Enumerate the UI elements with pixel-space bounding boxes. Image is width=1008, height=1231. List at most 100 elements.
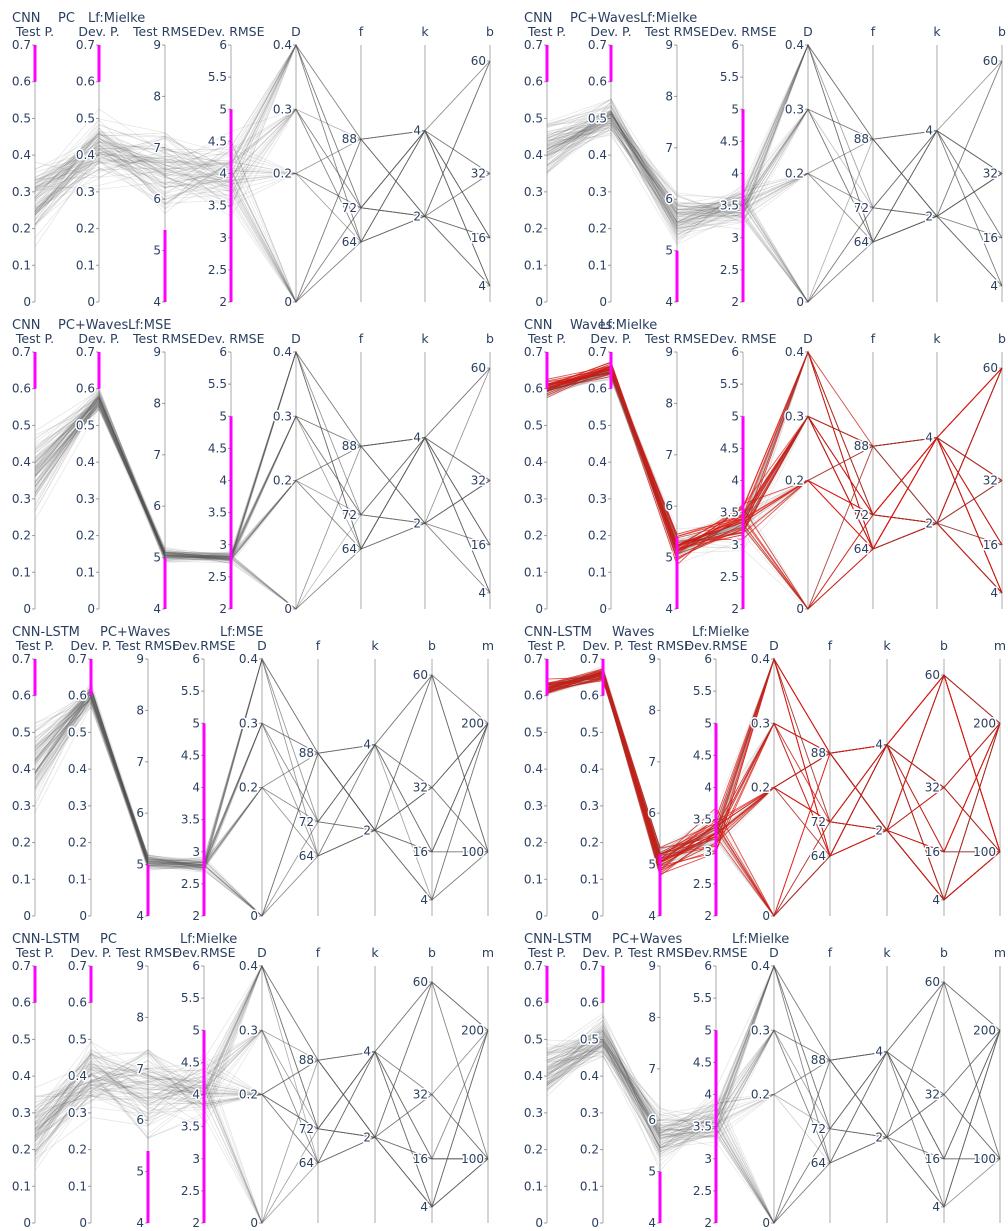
axis-test-rmse[interactable]: Test RMSE 4 5 6 7 8 9	[115, 638, 180, 925]
data-line	[546, 108, 1003, 214]
axis-d[interactable]: D 0 0.2 0.3 0.4	[749, 638, 779, 925]
axis-f[interactable]: f 64 72 88	[852, 331, 876, 609]
tick-label: 5	[219, 409, 227, 423]
data-line	[546, 43, 1003, 227]
axis-d[interactable]: D 0 0.2 0.3 0.4	[271, 331, 301, 618]
axis-b[interactable]: b 4 16 32 60	[469, 331, 494, 609]
axis-d[interactable]: D 0 0.2 0.3 0.4	[237, 945, 267, 1231]
tick-label: 0.3	[524, 492, 543, 506]
axis-d[interactable]: D 0 0.2 0.3 0.4	[783, 331, 813, 618]
data-line	[34, 44, 491, 209]
tick-label: 3	[219, 538, 227, 552]
axis-dev-rmse[interactable]: Dev.RMSE 2 2.5 3 3.5 4 4.5 5 5.5 6	[684, 945, 747, 1231]
axis-b[interactable]: b 4 16 32 60	[923, 638, 948, 916]
axis-k[interactable]: k 2 4	[924, 331, 941, 609]
axis-label: D	[257, 945, 267, 960]
axis-k[interactable]: k 2 4	[874, 945, 891, 1223]
axis-b[interactable]: b 4 16 32 60	[981, 331, 1006, 609]
axis-dev-p-[interactable]: Dev. P. 0 0.1 0.2 0.3 0.4 0.5 0.6 0.7	[66, 638, 112, 925]
axis-d[interactable]: D 0 0.2 0.3 0.4	[271, 24, 301, 311]
axis-dev-p-[interactable]: Dev. P. 0 0.1 0.2 0.3 0.4 0.5 0.6 0.7	[586, 24, 632, 311]
axis-f[interactable]: f 64 72 88	[340, 24, 364, 302]
axis-k[interactable]: k 2 4	[412, 24, 429, 302]
tick-label: 72	[342, 508, 357, 522]
axis-test-rmse[interactable]: Test RMSE 4 5 6 7 8 9	[132, 331, 197, 618]
data-line	[34, 60, 491, 217]
tick-label: 3	[731, 231, 739, 245]
data-line	[34, 108, 491, 209]
axis-dev-rmse[interactable]: Dev. RMSE 2 2.5 3 3.5 4 4.5 5 5.5 6	[710, 24, 777, 311]
tick-label: 0.4	[76, 148, 95, 162]
tick-label: 0.6	[76, 75, 95, 89]
axis-test-rmse[interactable]: Test RMSE 4 5 6 7 8 9	[644, 331, 709, 618]
axis-b[interactable]: b 4 16 32 60	[923, 945, 948, 1223]
axis-b[interactable]: b 4 16 32 60	[411, 638, 436, 916]
axis-test-p-[interactable]: Test P. 0 0.1 0.2 0.3 0.4 0.5 0.6 0.7	[522, 945, 566, 1231]
data-line	[34, 130, 491, 287]
tick-label: 0	[599, 295, 607, 309]
axis-dev-p-[interactable]: Dev. P. 0 0.1 0.2 0.3 0.4 0.5 0.6 0.7	[586, 331, 632, 618]
data-line	[34, 351, 491, 556]
axis-d[interactable]: D 0 0.2 0.3 0.4	[237, 638, 267, 925]
tick-label: 0.1	[580, 1179, 599, 1193]
axis-d[interactable]: D 0 0.2 0.3 0.4	[749, 945, 779, 1231]
data-line	[34, 399, 491, 557]
axis-test-rmse[interactable]: Test RMSE 4 5 6 7 8 9	[115, 945, 180, 1231]
axis-dev-rmse[interactable]: Dev.RMSE 2 2.5 3 3.5 4 4.5 5 5.5 6	[172, 638, 235, 925]
axis-m[interactable]: m 100 200	[972, 638, 1006, 916]
tick-label: 0.2	[751, 1088, 770, 1102]
axis-dev-rmse[interactable]: Dev. RMSE 2 2.5 3 3.5 4 4.5 5 5.5 6	[710, 331, 777, 618]
axis-test-rmse[interactable]: Test RMSE 4 5 6 7 8 9	[132, 24, 197, 311]
axis-test-rmse[interactable]: Test RMSE 4 5 6 7 8 9	[644, 24, 709, 311]
axis-m[interactable]: m 100 200	[972, 945, 1006, 1223]
tick-label: 4.5	[693, 748, 712, 762]
axis-f[interactable]: f 64 72 88	[297, 945, 321, 1223]
axis-b[interactable]: b 4 16 32 60	[981, 24, 1006, 302]
axis-m[interactable]: m 100 200	[460, 638, 494, 916]
axis-f[interactable]: f 64 72 88	[297, 638, 321, 916]
axis-label: f	[828, 638, 833, 653]
axis-dev-rmse[interactable]: Dev. RMSE 2 2.5 3 3.5 4 4.5 5 5.5 6	[198, 331, 265, 618]
axis-test-p-[interactable]: Test P. 0 0.1 0.2 0.3 0.4 0.5 0.6 0.7	[10, 945, 54, 1231]
axis-d[interactable]: D 0 0.2 0.3 0.4	[783, 24, 813, 311]
axis-dev-rmse[interactable]: Dev.RMSE 2 2.5 3 3.5 4 4.5 5 5.5 6	[684, 638, 747, 925]
axis-dev-p-[interactable]: Dev. P. 0 0.1 0.2 0.3 0.4 0.5 0.6 0.7	[66, 945, 112, 1231]
axis-k[interactable]: k 2 4	[874, 638, 891, 916]
tick-label: 200	[461, 1023, 484, 1037]
axis-dev-p-[interactable]: Dev. P. 0 0.1 0.2 0.3 0.4 0.5 0.6 0.7	[74, 24, 120, 311]
axis-dev-p-[interactable]: Dev. P. 0 0.1 0.2 0.3 0.4 0.5 0.6 0.7	[578, 638, 624, 925]
axis-test-p-[interactable]: Test P. 0 0.1 0.2 0.3 0.4 0.5 0.6 0.7	[10, 24, 54, 311]
data-line	[34, 130, 491, 304]
axis-f[interactable]: f 64 72 88	[809, 638, 833, 916]
data-line	[34, 130, 491, 304]
axis-b[interactable]: b 4 16 32 60	[469, 24, 494, 302]
axis-k[interactable]: k 2 4	[362, 638, 379, 916]
axis-test-p-[interactable]: Test P. 0 0.1 0.2 0.3 0.4 0.5 0.6 0.7	[522, 24, 566, 311]
tick-label: 4	[648, 909, 656, 923]
data-line	[34, 395, 491, 610]
axis-test-rmse[interactable]: Test RMSE 4 5 6 7 8 9	[627, 945, 692, 1231]
axis-test-p-[interactable]: Test P. 0 0.1 0.2 0.3 0.4 0.5 0.6 0.7	[522, 331, 566, 618]
tick-label: 0.4	[68, 762, 87, 776]
axis-test-rmse[interactable]: Test RMSE 4 5 6 7 8 9	[627, 638, 692, 925]
tick-label: 64	[811, 1156, 826, 1170]
axis-k[interactable]: k 2 4	[362, 945, 379, 1223]
axis-dev-p-[interactable]: Dev. P. 0 0.1 0.2 0.3 0.4 0.5 0.6 0.7	[74, 331, 120, 618]
tick-label: 0.2	[68, 1143, 87, 1157]
tick-label: 0.7	[580, 959, 599, 973]
axis-dev-rmse[interactable]: Dev. RMSE 2 2.5 3 3.5 4 4.5 5 5.5 6	[198, 24, 265, 311]
axis-dev-rmse[interactable]: Dev.RMSE 2 2.5 3 3.5 4 4.5 5 5.5 6	[172, 945, 235, 1231]
axis-m[interactable]: m 100 200	[460, 945, 494, 1223]
axis-f[interactable]: f 64 72 88	[809, 945, 833, 1223]
axis-k[interactable]: k 2 4	[924, 24, 941, 302]
axis-dev-p-[interactable]: Dev. P. 0 0.1 0.2 0.3 0.4 0.5 0.6 0.7	[578, 945, 624, 1231]
parallel-chart-3: CNN PC+Waves Lf:MSE Test P. 0 0.1 0.2 0.3 0.4 0.5…	[10, 318, 494, 618]
axis-test-p-[interactable]: Test P. 0 0.1 0.2 0.3 0.4 0.5 0.6 0.7	[10, 331, 54, 618]
axis-k[interactable]: k 2 4	[412, 331, 429, 609]
axis-b[interactable]: b 4 16 32 60	[411, 945, 436, 1223]
axis-f[interactable]: f 64 72 88	[852, 24, 876, 302]
tick-label: 0.7	[524, 345, 543, 359]
axis-test-p-[interactable]: Test P. 0 0.1 0.2 0.3 0.4 0.5 0.6 0.7	[10, 638, 54, 925]
axis-test-p-[interactable]: Test P. 0 0.1 0.2 0.3 0.4 0.5 0.6 0.7	[522, 638, 566, 925]
axis-f[interactable]: f 64 72 88	[340, 331, 364, 609]
